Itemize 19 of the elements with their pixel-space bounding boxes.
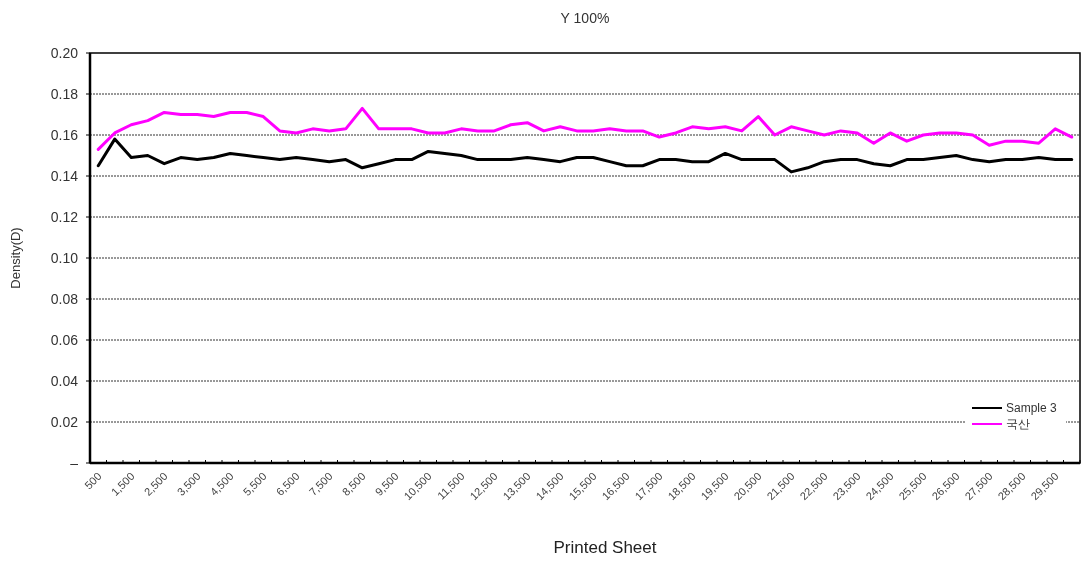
chart-title: Y 100% [560,10,610,26]
y-tick-label: 0.14 [50,168,79,184]
y-axis-title: Density(D) [8,227,23,289]
y-tick-label: 0.12 [50,209,79,225]
line-series [96,106,1074,151]
x-tick-label: 500 [82,469,104,492]
line-series [96,137,1074,174]
y-tick-label: 0.10 [50,250,79,266]
y-tick-label: 0.18 [50,86,79,102]
y-tick-label: 0.06 [50,332,79,348]
x-axis-title: Printed Sheet [553,538,657,557]
legend-label: Sample 3 [1006,401,1058,415]
y-tick-label: 0.02 [50,414,79,430]
y-tick-label: 0.08 [50,291,79,307]
y-tick-label: 0.20 [50,45,79,61]
y-tick-label: 0.04 [50,373,79,389]
legend-label: 국산 [1006,417,1030,431]
y-tick-label: – [70,455,79,471]
y-tick-label: 0.16 [50,127,79,143]
